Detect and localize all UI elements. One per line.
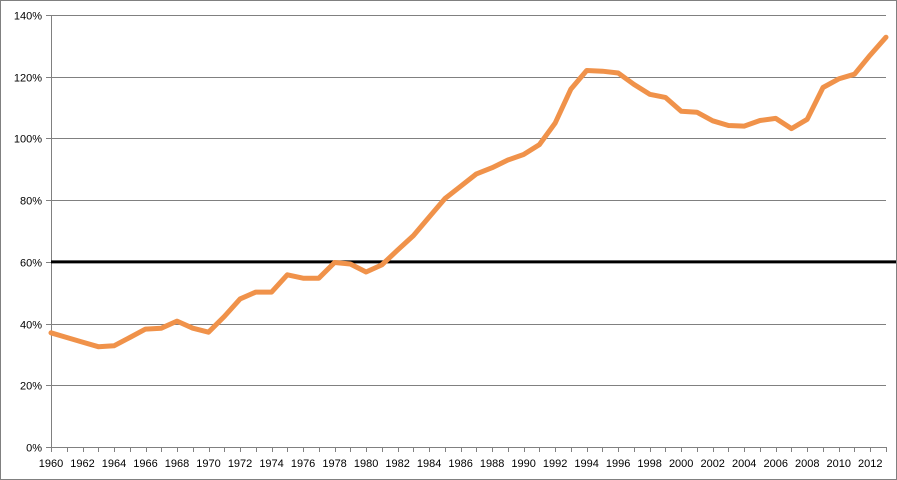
x-tick-label: 2002 — [700, 458, 724, 470]
y-tick-label: 60% — [20, 258, 42, 270]
series-line — [48, 34, 889, 350]
y-tick-label: 140% — [14, 11, 42, 23]
x-tick-label: 1960 — [39, 458, 63, 470]
x-tick-label: 1988 — [480, 458, 504, 470]
y-tick-label: 40% — [20, 320, 42, 332]
x-tick-label: 1962 — [70, 458, 94, 470]
x-tick-label: 1968 — [165, 458, 189, 470]
x-tick-label: 1990 — [511, 458, 535, 470]
y-tick-label: 80% — [20, 196, 42, 208]
x-tick-label: 2012 — [858, 458, 882, 470]
x-tick-label: 2004 — [732, 458, 756, 470]
x-tick-label: 1982 — [385, 458, 409, 470]
x-tick-label: 1974 — [259, 458, 283, 470]
x-tick-label: 2006 — [763, 458, 787, 470]
x-tick-label: 1976 — [291, 458, 315, 470]
x-tick-label: 1998 — [637, 458, 661, 470]
y-tick-labels: 0% 20% 40% 60% 80% 100% 120% 140% — [14, 11, 42, 455]
x-tick-label: 1994 — [574, 458, 598, 470]
x-tick-label: 2008 — [795, 458, 819, 470]
gridlines — [51, 15, 886, 386]
x-tick-labels: 1960 1962 1964 1966 1968 1970 1972 1974 1976 1978… — [39, 458, 883, 470]
y-tick-label: 20% — [20, 381, 42, 393]
y-tick-label: 120% — [14, 73, 42, 85]
axes — [46, 15, 887, 452]
x-tick-label: 1972 — [228, 458, 252, 470]
x-tick-label: 1996 — [606, 458, 630, 470]
x-tick-label: 1984 — [417, 458, 441, 470]
x-tick-label: 2000 — [669, 458, 693, 470]
series-layer — [48, 34, 889, 350]
x-tick-label: 1978 — [322, 458, 346, 470]
x-tick-label: 1992 — [543, 458, 567, 470]
x-tick-label: 2010 — [826, 458, 850, 470]
y-tick-label: 100% — [14, 134, 42, 146]
x-tick-label: 1966 — [133, 458, 157, 470]
x-tick-label: 1964 — [102, 458, 126, 470]
x-tick-label: 1980 — [354, 458, 378, 470]
y-tick-label: 0% — [26, 443, 42, 455]
x-tick-label: 1986 — [448, 458, 472, 470]
x-tick-label: 1970 — [196, 458, 220, 470]
